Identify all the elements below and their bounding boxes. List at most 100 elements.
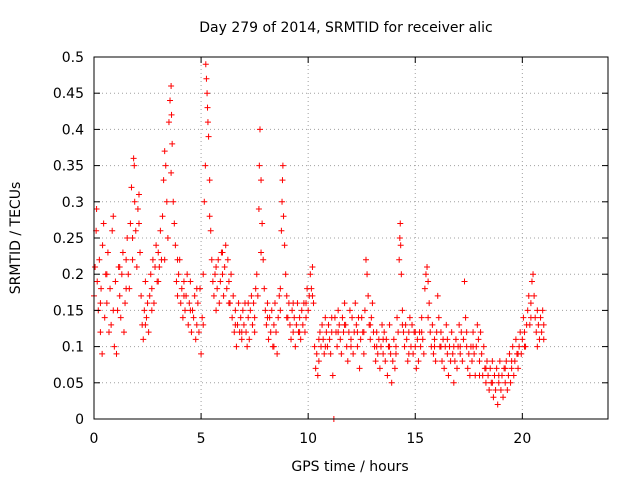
data-point xyxy=(426,300,433,307)
data-point xyxy=(496,358,503,365)
data-point xyxy=(315,336,322,343)
data-point xyxy=(368,314,375,321)
data-point xyxy=(374,350,381,357)
data-point xyxy=(512,336,519,343)
data-point xyxy=(460,336,467,343)
data-point xyxy=(131,198,138,205)
data-point xyxy=(293,321,300,328)
data-point xyxy=(250,300,257,307)
data-point xyxy=(214,285,221,292)
data-point xyxy=(380,350,387,357)
data-point xyxy=(450,379,457,386)
data-point xyxy=(329,372,336,379)
data-point xyxy=(354,343,361,350)
data-point xyxy=(424,263,431,270)
data-point xyxy=(360,350,367,357)
data-point xyxy=(369,300,376,307)
x-tick-label: 15 xyxy=(406,431,424,447)
data-point xyxy=(341,300,348,307)
data-point xyxy=(413,365,420,372)
data-point xyxy=(443,321,450,328)
data-point xyxy=(224,256,231,263)
data-point xyxy=(252,285,259,292)
data-point xyxy=(212,271,219,278)
data-point xyxy=(510,372,517,379)
data-point xyxy=(357,336,364,343)
data-point xyxy=(248,292,255,299)
data-point xyxy=(435,314,442,321)
data-point xyxy=(187,307,194,314)
data-point xyxy=(419,336,426,343)
data-point xyxy=(219,271,226,278)
data-point xyxy=(180,278,187,285)
data-point xyxy=(283,314,290,321)
data-point xyxy=(494,401,501,408)
data-point xyxy=(290,329,297,336)
data-point xyxy=(157,227,164,234)
data-point xyxy=(200,321,207,328)
data-point xyxy=(525,292,532,299)
data-point xyxy=(326,336,333,343)
data-point xyxy=(308,285,315,292)
data-point xyxy=(296,314,303,321)
data-point xyxy=(409,321,416,328)
data-point xyxy=(233,343,240,350)
data-point xyxy=(372,358,379,365)
data-point xyxy=(225,300,232,307)
data-point xyxy=(495,372,502,379)
data-point xyxy=(94,278,101,285)
data-point xyxy=(179,314,186,321)
data-point xyxy=(131,162,138,169)
y-tick-label: 0 xyxy=(75,412,84,428)
data-point xyxy=(97,329,104,336)
data-point xyxy=(515,350,522,357)
data-point xyxy=(356,365,363,372)
data-point xyxy=(527,314,534,321)
data-point xyxy=(323,329,330,336)
data-point xyxy=(117,314,124,321)
data-point xyxy=(113,350,120,357)
data-point xyxy=(222,242,229,249)
data-point xyxy=(138,292,145,299)
data-point xyxy=(530,271,537,278)
data-point xyxy=(99,350,106,357)
data-point xyxy=(521,329,528,336)
data-point xyxy=(500,394,507,401)
data-point xyxy=(160,177,167,184)
data-point xyxy=(361,307,368,314)
data-point xyxy=(339,314,346,321)
data-point xyxy=(508,358,515,365)
data-point xyxy=(476,358,483,365)
data-point xyxy=(391,365,398,372)
data-point xyxy=(309,263,316,270)
data-point xyxy=(456,321,463,328)
data-point xyxy=(353,321,360,328)
data-point xyxy=(124,235,131,241)
data-point xyxy=(449,350,456,357)
data-point xyxy=(414,336,421,343)
data-point xyxy=(188,329,195,336)
data-point xyxy=(439,358,446,365)
x-tick-label: 10 xyxy=(299,431,317,447)
data-point xyxy=(270,343,277,350)
data-point xyxy=(264,300,271,307)
data-point xyxy=(508,365,515,372)
data-point xyxy=(509,343,516,350)
data-point xyxy=(399,307,406,314)
data-point xyxy=(172,242,179,249)
y-tick-label: 0.1 xyxy=(62,340,84,356)
data-point xyxy=(116,292,123,299)
data-point xyxy=(237,314,244,321)
data-point xyxy=(213,307,220,314)
data-point xyxy=(174,256,181,263)
data-point xyxy=(207,227,214,234)
data-point xyxy=(118,271,125,278)
y-tick-label: 0.2 xyxy=(62,267,84,283)
data-point xyxy=(381,329,388,336)
data-point xyxy=(337,336,344,343)
data-point xyxy=(263,321,270,328)
data-point xyxy=(125,271,132,278)
data-point xyxy=(239,307,246,314)
data-point xyxy=(540,336,547,343)
data-point xyxy=(119,249,126,256)
